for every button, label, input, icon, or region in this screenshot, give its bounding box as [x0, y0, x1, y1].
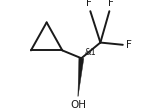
Text: F: F: [86, 0, 92, 8]
Text: F: F: [107, 0, 113, 8]
Polygon shape: [78, 58, 84, 96]
Text: OH: OH: [70, 100, 86, 110]
Text: F: F: [126, 40, 132, 50]
Text: &1: &1: [84, 48, 96, 57]
